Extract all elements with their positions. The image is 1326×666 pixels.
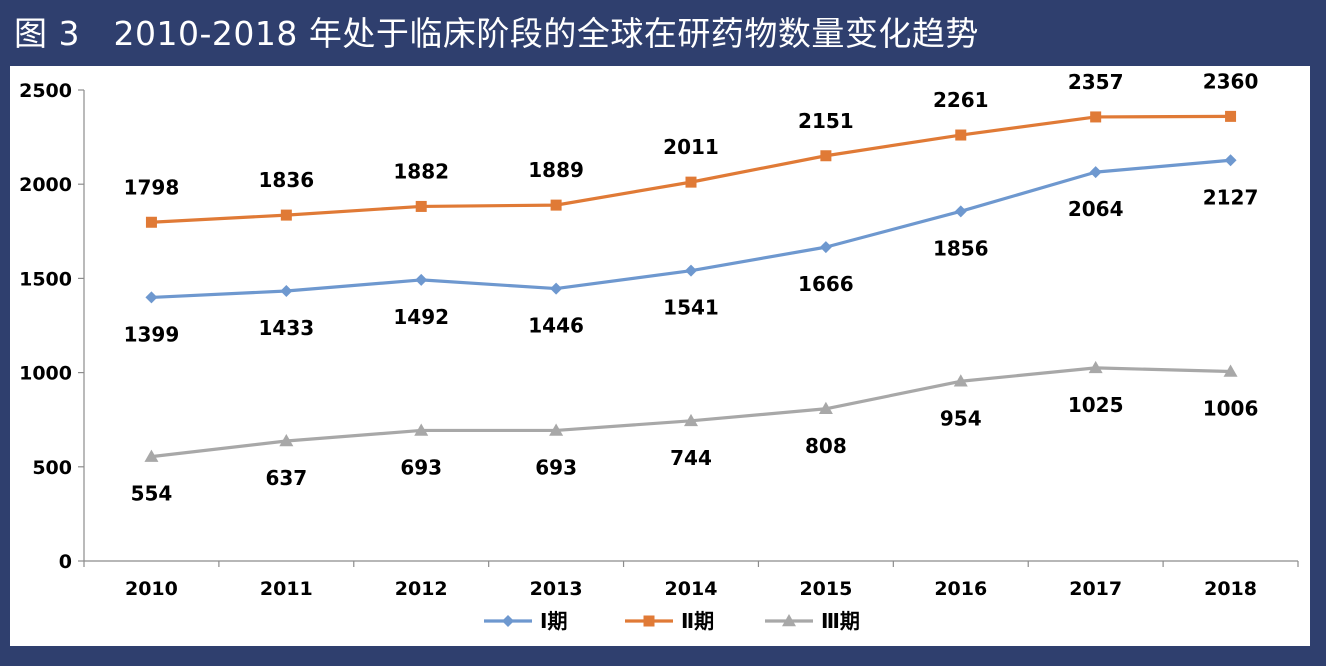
- legend-label: Ⅲ期: [821, 609, 860, 633]
- data-point: [1224, 154, 1237, 167]
- data-point: [414, 423, 429, 436]
- data-label: 954: [940, 406, 982, 430]
- data-point: [550, 282, 563, 295]
- data-point: [549, 423, 564, 436]
- data-label: 693: [400, 455, 442, 479]
- legend-marker: [502, 615, 514, 627]
- legend-label: Ⅱ期: [681, 609, 714, 633]
- data-point: [685, 264, 697, 277]
- data-label: 2360: [1203, 69, 1259, 93]
- data-label: 1492: [393, 305, 449, 329]
- y-tick-label: 0: [59, 551, 72, 573]
- data-point: [145, 291, 158, 304]
- y-tick-label: 2500: [19, 80, 72, 102]
- data-label: 1399: [124, 322, 180, 346]
- data-point: [819, 241, 832, 254]
- y-tick-label: 2000: [19, 174, 72, 196]
- data-point: [820, 150, 832, 162]
- data-point: [280, 285, 293, 298]
- data-label: 1541: [663, 296, 719, 320]
- data-point: [953, 374, 968, 387]
- data-point: [955, 129, 967, 141]
- x-tick-label: 2016: [934, 578, 987, 600]
- data-label: 1798: [124, 175, 180, 199]
- data-label: 1433: [258, 316, 314, 340]
- data-label: 808: [805, 434, 847, 458]
- data-label: 744: [670, 446, 712, 470]
- data-point: [279, 433, 294, 447]
- legend-marker: [782, 614, 796, 627]
- x-tick-label: 2014: [665, 578, 718, 600]
- line-chart: 0 500 1000 1500 2000 2500 2010 2011 2012 2013 2014…: [19, 69, 1299, 633]
- data-point: [954, 205, 967, 218]
- x-tick-label: 2010: [125, 578, 178, 600]
- x-tick-label: 2013: [530, 578, 583, 600]
- data-point: [550, 199, 562, 211]
- chart-panel: 0 500 1000 1500 2000 2500 2010 2011 2012 2013 2014…: [10, 66, 1310, 646]
- data-point: [280, 209, 292, 221]
- data-label: 637: [265, 466, 307, 490]
- data-label: 1666: [798, 272, 854, 296]
- data-point: [144, 449, 159, 462]
- data-label: 2151: [798, 109, 854, 133]
- data-point: [145, 216, 157, 228]
- data-label: 693: [535, 455, 577, 479]
- figure-title: 图 3 2010-2018 年处于临床阶段的全球在研药物数量变化趋势: [14, 14, 979, 53]
- data-label: 1856: [933, 236, 989, 260]
- data-label: 2064: [1068, 197, 1124, 221]
- data-label: 1006: [1203, 396, 1259, 420]
- x-tick-label: 2015: [799, 578, 852, 600]
- data-label: 2127: [1203, 185, 1259, 209]
- data-label: 1446: [528, 314, 584, 338]
- data-label: 2011: [663, 135, 719, 159]
- legend-label: Ⅰ期: [540, 609, 567, 633]
- data-point: [1088, 360, 1103, 374]
- data-label: 554: [131, 482, 173, 506]
- data-point: [1089, 166, 1102, 179]
- x-tick-label: 2012: [395, 578, 448, 600]
- data-point: [685, 176, 697, 188]
- data-point: [415, 273, 428, 286]
- data-point: [1225, 110, 1237, 122]
- legend-marker: [643, 615, 655, 627]
- y-tick-label: 1500: [19, 268, 72, 290]
- data-label: 1889: [528, 158, 584, 182]
- y-tick-label: 1000: [19, 363, 72, 385]
- data-point: [415, 200, 427, 212]
- x-tick-label: 2018: [1204, 578, 1257, 600]
- data-label: 2261: [933, 88, 989, 112]
- data-label: 1882: [393, 159, 449, 183]
- data-label: 2357: [1068, 70, 1124, 94]
- data-point: [1223, 364, 1238, 377]
- data-point: [684, 413, 698, 427]
- data-point: [1090, 111, 1102, 123]
- data-label: 1836: [258, 168, 314, 192]
- x-tick-label: 2011: [260, 578, 313, 600]
- y-tick-label: 500: [32, 457, 72, 479]
- x-tick-label: 2017: [1069, 578, 1122, 600]
- data-label: 1025: [1068, 393, 1124, 417]
- data-point: [818, 401, 833, 415]
